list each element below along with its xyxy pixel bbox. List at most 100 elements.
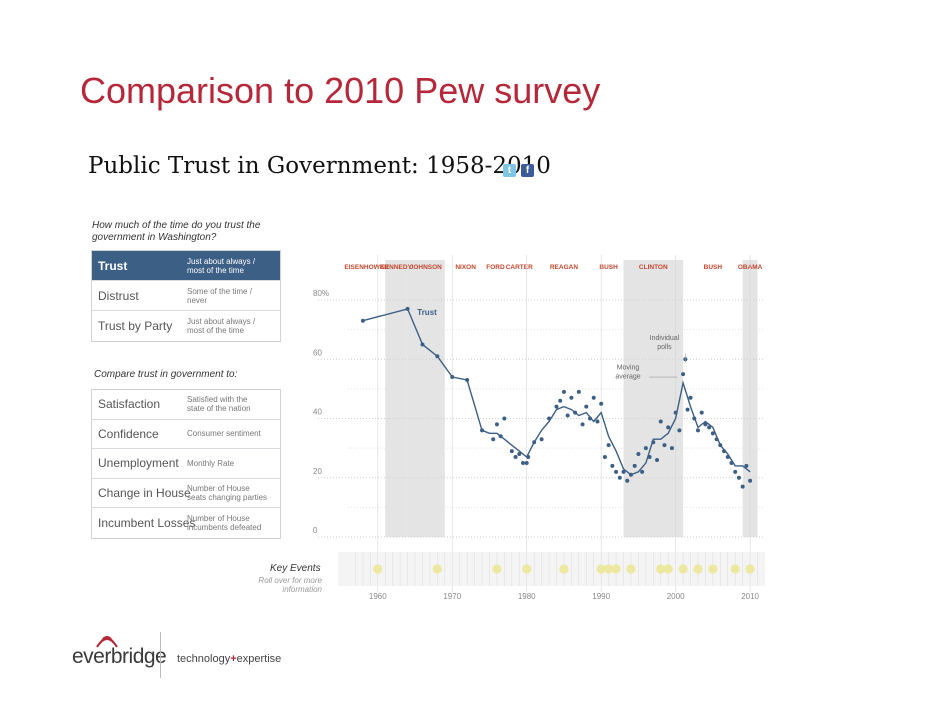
president-band [406,260,445,537]
x-tick-label: 1970 [443,592,461,601]
poll-point [695,428,700,433]
poll-point [621,469,626,474]
trust-measure-panel: Trust Just about always / most of the ti… [91,250,281,342]
poll-point [662,443,667,448]
poll-point [565,413,570,418]
trust-moving-average-line [362,308,751,476]
poll-point [610,463,615,468]
poll-point [740,484,745,489]
key-event-marker [604,564,614,574]
compare-option-label: Satisfaction [98,397,161,412]
footer-divider [160,632,161,678]
president-label: JOHNSON [410,264,442,271]
poll-point [561,389,566,394]
everbridge-logo-icon [96,636,118,648]
key-event-marker [745,564,755,574]
poll-point [643,446,648,451]
individual-polls-annotation: polls [657,344,672,351]
key-event-marker [522,564,532,574]
key-event-marker [611,564,621,574]
poll-point [655,457,660,462]
poll-point [703,422,708,427]
y-tick-label: 80% [313,289,329,298]
compare-option-desc: Number of House incumbents defeated [187,514,262,533]
poll-point [699,410,704,415]
poll-point [617,475,622,480]
key-event-marker [596,564,606,574]
measure-option-trust[interactable]: Trust Just about always / most of the ti… [92,251,280,281]
compare-option-incumbent-losses[interactable]: Incumbent Losses Number of House incumbe… [92,508,280,538]
x-tick-label: 2000 [667,592,685,601]
poll-point [524,460,529,465]
key-event-marker [373,564,383,574]
poll-point [640,469,645,474]
poll-point [576,389,581,394]
poll-point [602,455,607,460]
y-tick-label: 0 [313,526,318,535]
everbridge-logo: everbridge [72,645,167,668]
compare-option-desc: Monthly Rate [187,458,235,468]
measure-option-label: Distrust [98,288,139,303]
compare-option-label: Unemployment [98,456,179,471]
compare-option-label: Change in House [98,486,191,501]
compare-option-unemployment[interactable]: Unemployment Monthly Rate [92,449,280,479]
poll-point [685,407,690,412]
moving-average-annotation: Moving [617,365,640,372]
president-label: FORD [486,264,505,271]
survey-question: How much of the time do you trust the go… [92,220,261,243]
poll-point [688,395,693,400]
tagline-expertise: expertise [236,653,282,665]
facebook-share-icon[interactable]: f [521,164,534,177]
compare-option-desc: Number of House seats changing parties [187,484,268,503]
poll-point [554,404,559,409]
poll-point [614,469,619,474]
x-tick-label: 1960 [369,592,387,601]
measure-option-desc: Some of the time / never [187,286,252,305]
poll-point [707,425,712,430]
poll-point [513,455,518,460]
key-events-label: Key Events [270,563,321,574]
compare-option-desc: Consumer sentiment [187,429,261,439]
poll-point [491,437,496,442]
compare-option-confidence[interactable]: Confidence Consumer sentiment [92,420,280,450]
compare-label: Compare trust in government to: [94,369,238,380]
poll-point [539,437,544,442]
moving-average-annotation: average [615,374,640,381]
y-tick-label: 20 [313,467,322,476]
poll-point [658,419,663,424]
tagline-technology: technology [177,653,231,665]
key-event-marker [626,564,636,574]
poll-point [748,478,753,483]
measure-option-distrust[interactable]: Distrust Some of the time / never [92,281,280,311]
poll-point [710,431,715,436]
poll-point [744,463,749,468]
key-event-marker [559,564,569,574]
key-event-marker [656,564,666,574]
poll-point [681,372,686,377]
president-band [385,260,407,537]
poll-point [677,428,682,433]
twitter-share-icon[interactable]: t [503,164,516,177]
president-band [623,260,684,537]
poll-point [520,460,525,465]
key-event-marker [492,564,502,574]
x-tick-label: 1980 [518,592,536,601]
key-event-marker [663,564,673,574]
poll-point [625,478,630,483]
president-label: CLINTON [639,264,668,271]
poll-point [636,452,641,457]
compare-option-satisfaction[interactable]: Satisfaction Satisfied with the state of… [92,390,280,420]
president-label: KENNEDY [380,264,412,271]
key-event-marker [678,564,688,574]
compare-option-change-in-house[interactable]: Change in House Number of House seats ch… [92,479,280,509]
poll-point [580,422,585,427]
tagline-plus: + [230,653,237,665]
measure-option-trust-by-party[interactable]: Trust by Party Just about always / most … [92,311,280,341]
poll-point [669,446,674,451]
measure-option-desc: Just about always / most of the time [187,317,256,335]
trust-annotation: Trust [417,308,437,317]
key-event-marker [693,564,703,574]
compare-option-label: Incumbent Losses [98,516,196,531]
president-label: CARTER [506,264,533,271]
